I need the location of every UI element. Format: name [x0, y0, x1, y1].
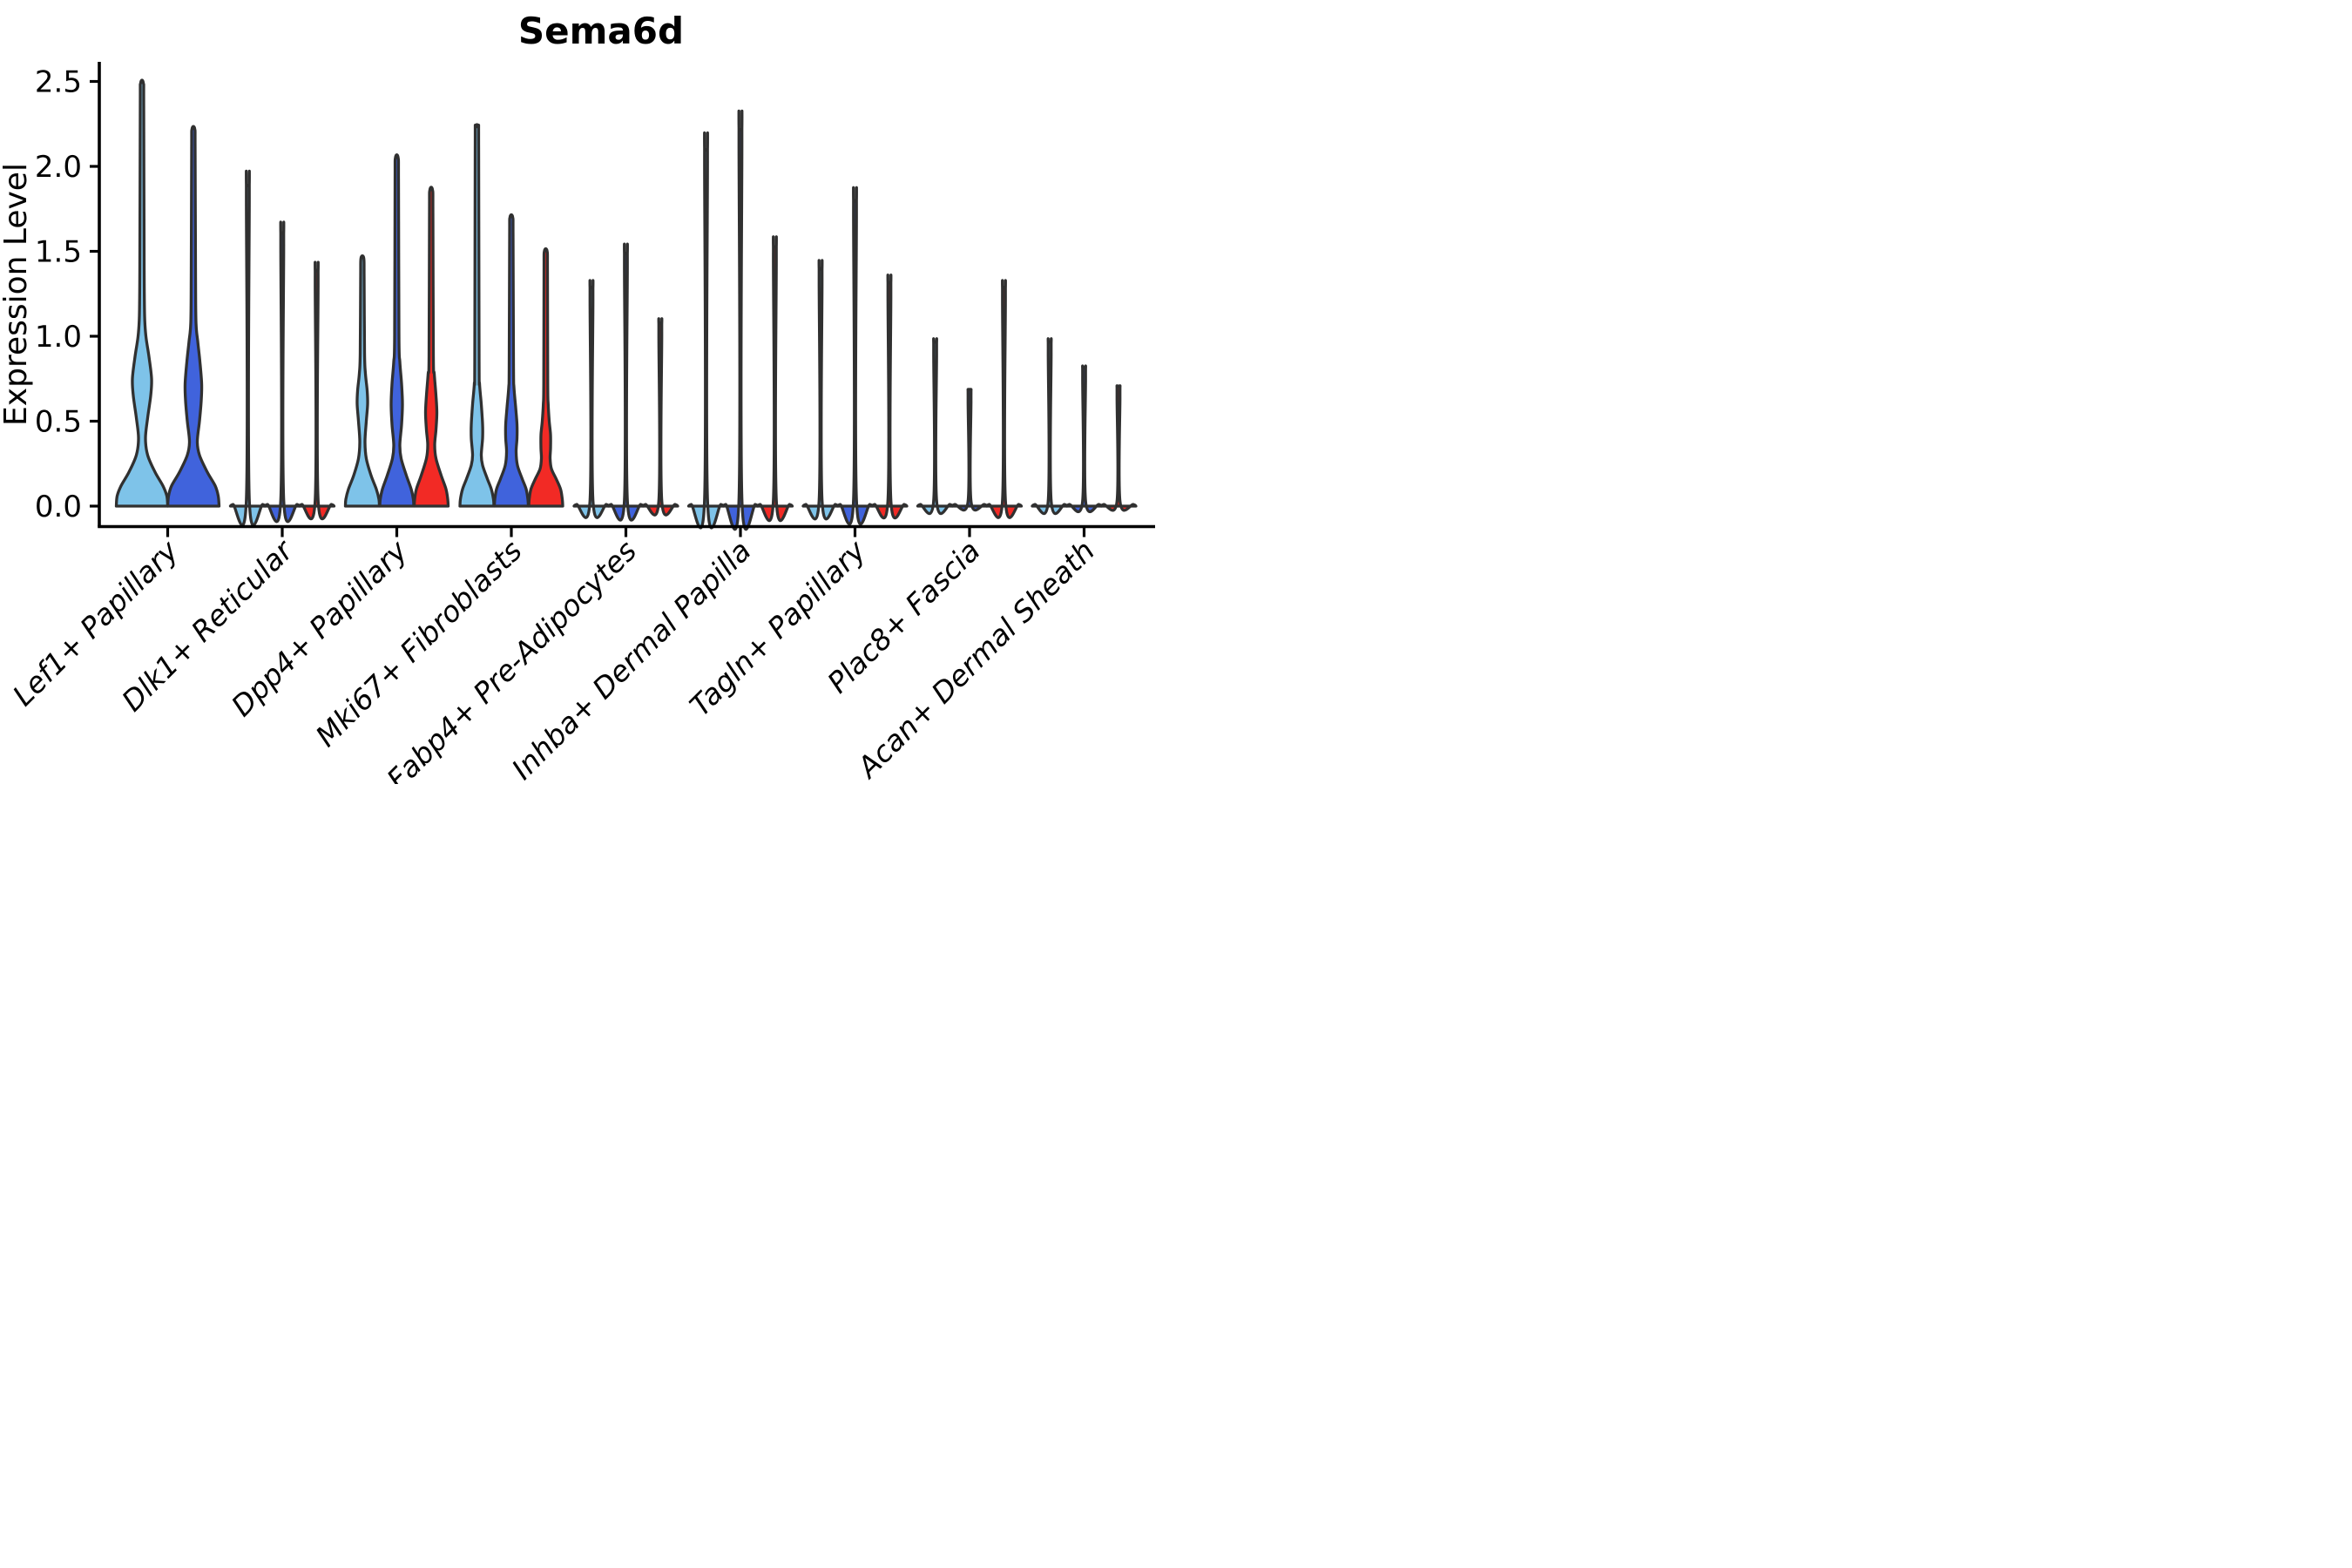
violin-lef1-split-light-blue: [114, 78, 170, 508]
x-tick-label: Inhba+ Dermal Papilla: [505, 534, 758, 784]
y-tick-label: 0.0: [35, 490, 82, 524]
y-tick-label: 1.0: [35, 320, 82, 355]
violin-inhba-split-red: [755, 235, 794, 523]
violin-chart: Sema6d Expression Level 0.0 0.5 1.0 1.5 2.0 2…: [0, 0, 1176, 784]
y-axis-label: Expression Level: [0, 163, 34, 426]
y-tick-label: 2.5: [35, 65, 82, 100]
violin-acan-split-light-blue: [1031, 337, 1069, 516]
violin-mki67-split-red: [527, 247, 564, 508]
x-tick-label: Acan+ Dermal Sheath: [849, 534, 1101, 784]
violin-plac8-split-dark-blue: [950, 388, 989, 512]
violin-dpp4-split-light-blue: [343, 253, 382, 508]
violin-plot-svg: Sema6d Expression Level 0.0 0.5 1.0 1.5 2.0 2…: [0, 10, 1155, 784]
violin-lef1-split-dark-blue: [166, 125, 221, 508]
violin-dlk1-split-dark-blue: [263, 220, 301, 524]
violin-mki67-split-light-blue: [458, 123, 496, 508]
y-tick-label: 1.5: [35, 235, 82, 270]
violin-inhba-split-light-blue: [686, 132, 726, 530]
violin-inhba-split-dark-blue: [721, 109, 760, 531]
chart-title: Sema6d: [518, 10, 684, 52]
violin-acan-split-dark-blue: [1064, 364, 1104, 514]
violin-fabp4-split-dark-blue: [606, 242, 645, 522]
violin-fabp4-split-light-blue: [572, 279, 611, 519]
violin-dpp4-split-red: [412, 186, 450, 508]
violin-acan-split-red: [1099, 384, 1138, 512]
violin-tagln-split-dark-blue: [835, 186, 875, 526]
violin-mki67-split-dark-blue: [492, 213, 531, 508]
violin-fabp4-split-red: [641, 317, 679, 517]
violin-tagln-split-red: [870, 274, 909, 520]
y-tick-label: 0.5: [35, 405, 82, 440]
y-tick-label: 2.0: [35, 150, 82, 185]
x-tick-label: Mki67+ Fibroblasts: [309, 534, 529, 754]
violin-tagln-split-light-blue: [801, 259, 840, 521]
violin-plac8-split-light-blue: [916, 337, 955, 516]
violin-dlk1-split-light-blue: [228, 169, 267, 527]
violin-dpp4-split-dark-blue: [378, 152, 416, 508]
violin-plac8-split-red: [984, 279, 1024, 519]
violin-dlk1-split-red: [297, 260, 336, 521]
